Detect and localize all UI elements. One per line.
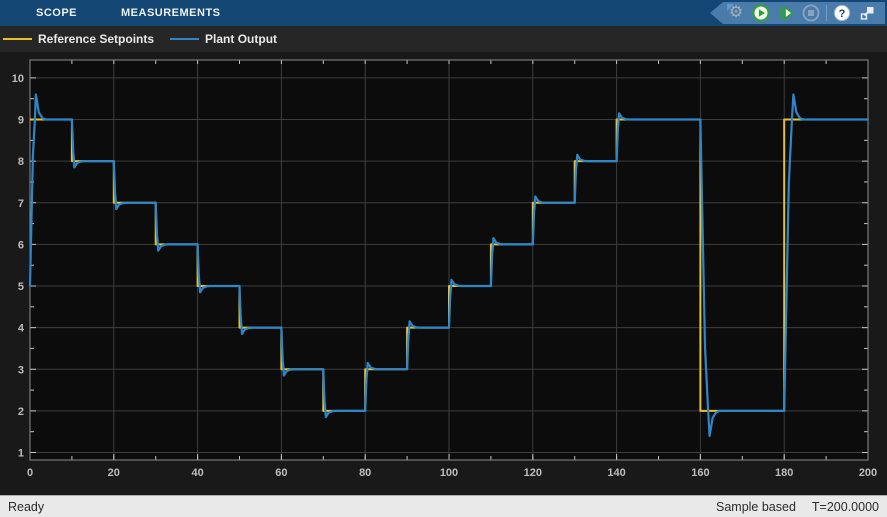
svg-text:5: 5 — [18, 281, 24, 293]
svg-text:40: 40 — [191, 467, 203, 479]
tab-scope[interactable]: SCOPE — [36, 7, 78, 19]
status-ready-text: Ready — [8, 500, 45, 514]
svg-text:8: 8 — [18, 156, 24, 168]
dock-icon[interactable] — [857, 3, 877, 23]
legend-item-reference-setpoints[interactable]: Reference Setpoints — [3, 32, 154, 46]
svg-text:4: 4 — [18, 323, 25, 335]
stop-icon[interactable] — [801, 3, 821, 23]
svg-text:6: 6 — [18, 239, 24, 251]
svg-text:160: 160 — [691, 467, 709, 479]
simulation-settings-icon[interactable]: ⚙ — [726, 3, 746, 23]
status-sim-time: T=200.0000 — [811, 500, 879, 514]
svg-text:9: 9 — [18, 115, 24, 127]
legend-bar: Reference Setpoints Plant Output — [0, 26, 887, 52]
svg-text:7: 7 — [18, 198, 24, 210]
legend-line-reference — [3, 38, 32, 40]
svg-text:140: 140 — [607, 467, 625, 479]
svg-text:10: 10 — [12, 73, 24, 85]
svg-text:120: 120 — [524, 467, 542, 479]
legend-label-reference: Reference Setpoints — [38, 32, 155, 46]
run-play-icon — [752, 4, 770, 22]
plot-panel: 1 2 3 4 5 6 7 8 9 10 0 20 40 60 80 100 120 140 160 180 200 — [0, 52, 887, 495]
svg-text:80: 80 — [359, 467, 371, 479]
svg-text:1: 1 — [18, 448, 24, 460]
stop-glyph-icon — [802, 4, 820, 22]
step-forward-glyph-icon — [780, 5, 794, 21]
status-sample-mode: Sample based — [716, 500, 796, 514]
svg-text:180: 180 — [775, 467, 793, 479]
run-icon[interactable] — [751, 3, 771, 23]
quick-access-toolbar: ⚙ — [710, 2, 885, 24]
legend-label-plant-output: Plant Output — [205, 32, 278, 46]
toolstrip-tab-bar: SCOPE MEASUREMENTS ⚙ — [0, 0, 887, 26]
dock-glyph-icon — [860, 7, 874, 20]
legend-item-plant-output[interactable]: Plant Output — [170, 32, 277, 46]
svg-text:?: ? — [839, 8, 846, 20]
status-bar: Ready Sample based T=200.0000 — [0, 495, 887, 517]
legend-line-plant-output — [170, 38, 200, 40]
toolbar-separator — [826, 5, 827, 21]
help-glyph-icon: ? — [833, 4, 851, 22]
step-forward-icon[interactable] — [776, 3, 796, 23]
svg-text:3: 3 — [18, 364, 24, 376]
svg-text:0: 0 — [27, 467, 33, 479]
svg-text:100: 100 — [440, 467, 458, 479]
blue-flag-icon — [727, 4, 734, 11]
svg-text:20: 20 — [108, 467, 120, 479]
svg-text:2: 2 — [18, 406, 24, 418]
svg-text:60: 60 — [275, 467, 287, 479]
help-icon[interactable]: ? — [832, 3, 852, 23]
tab-measurements[interactable]: MEASUREMENTS — [121, 7, 221, 19]
svg-text:200: 200 — [859, 467, 877, 479]
